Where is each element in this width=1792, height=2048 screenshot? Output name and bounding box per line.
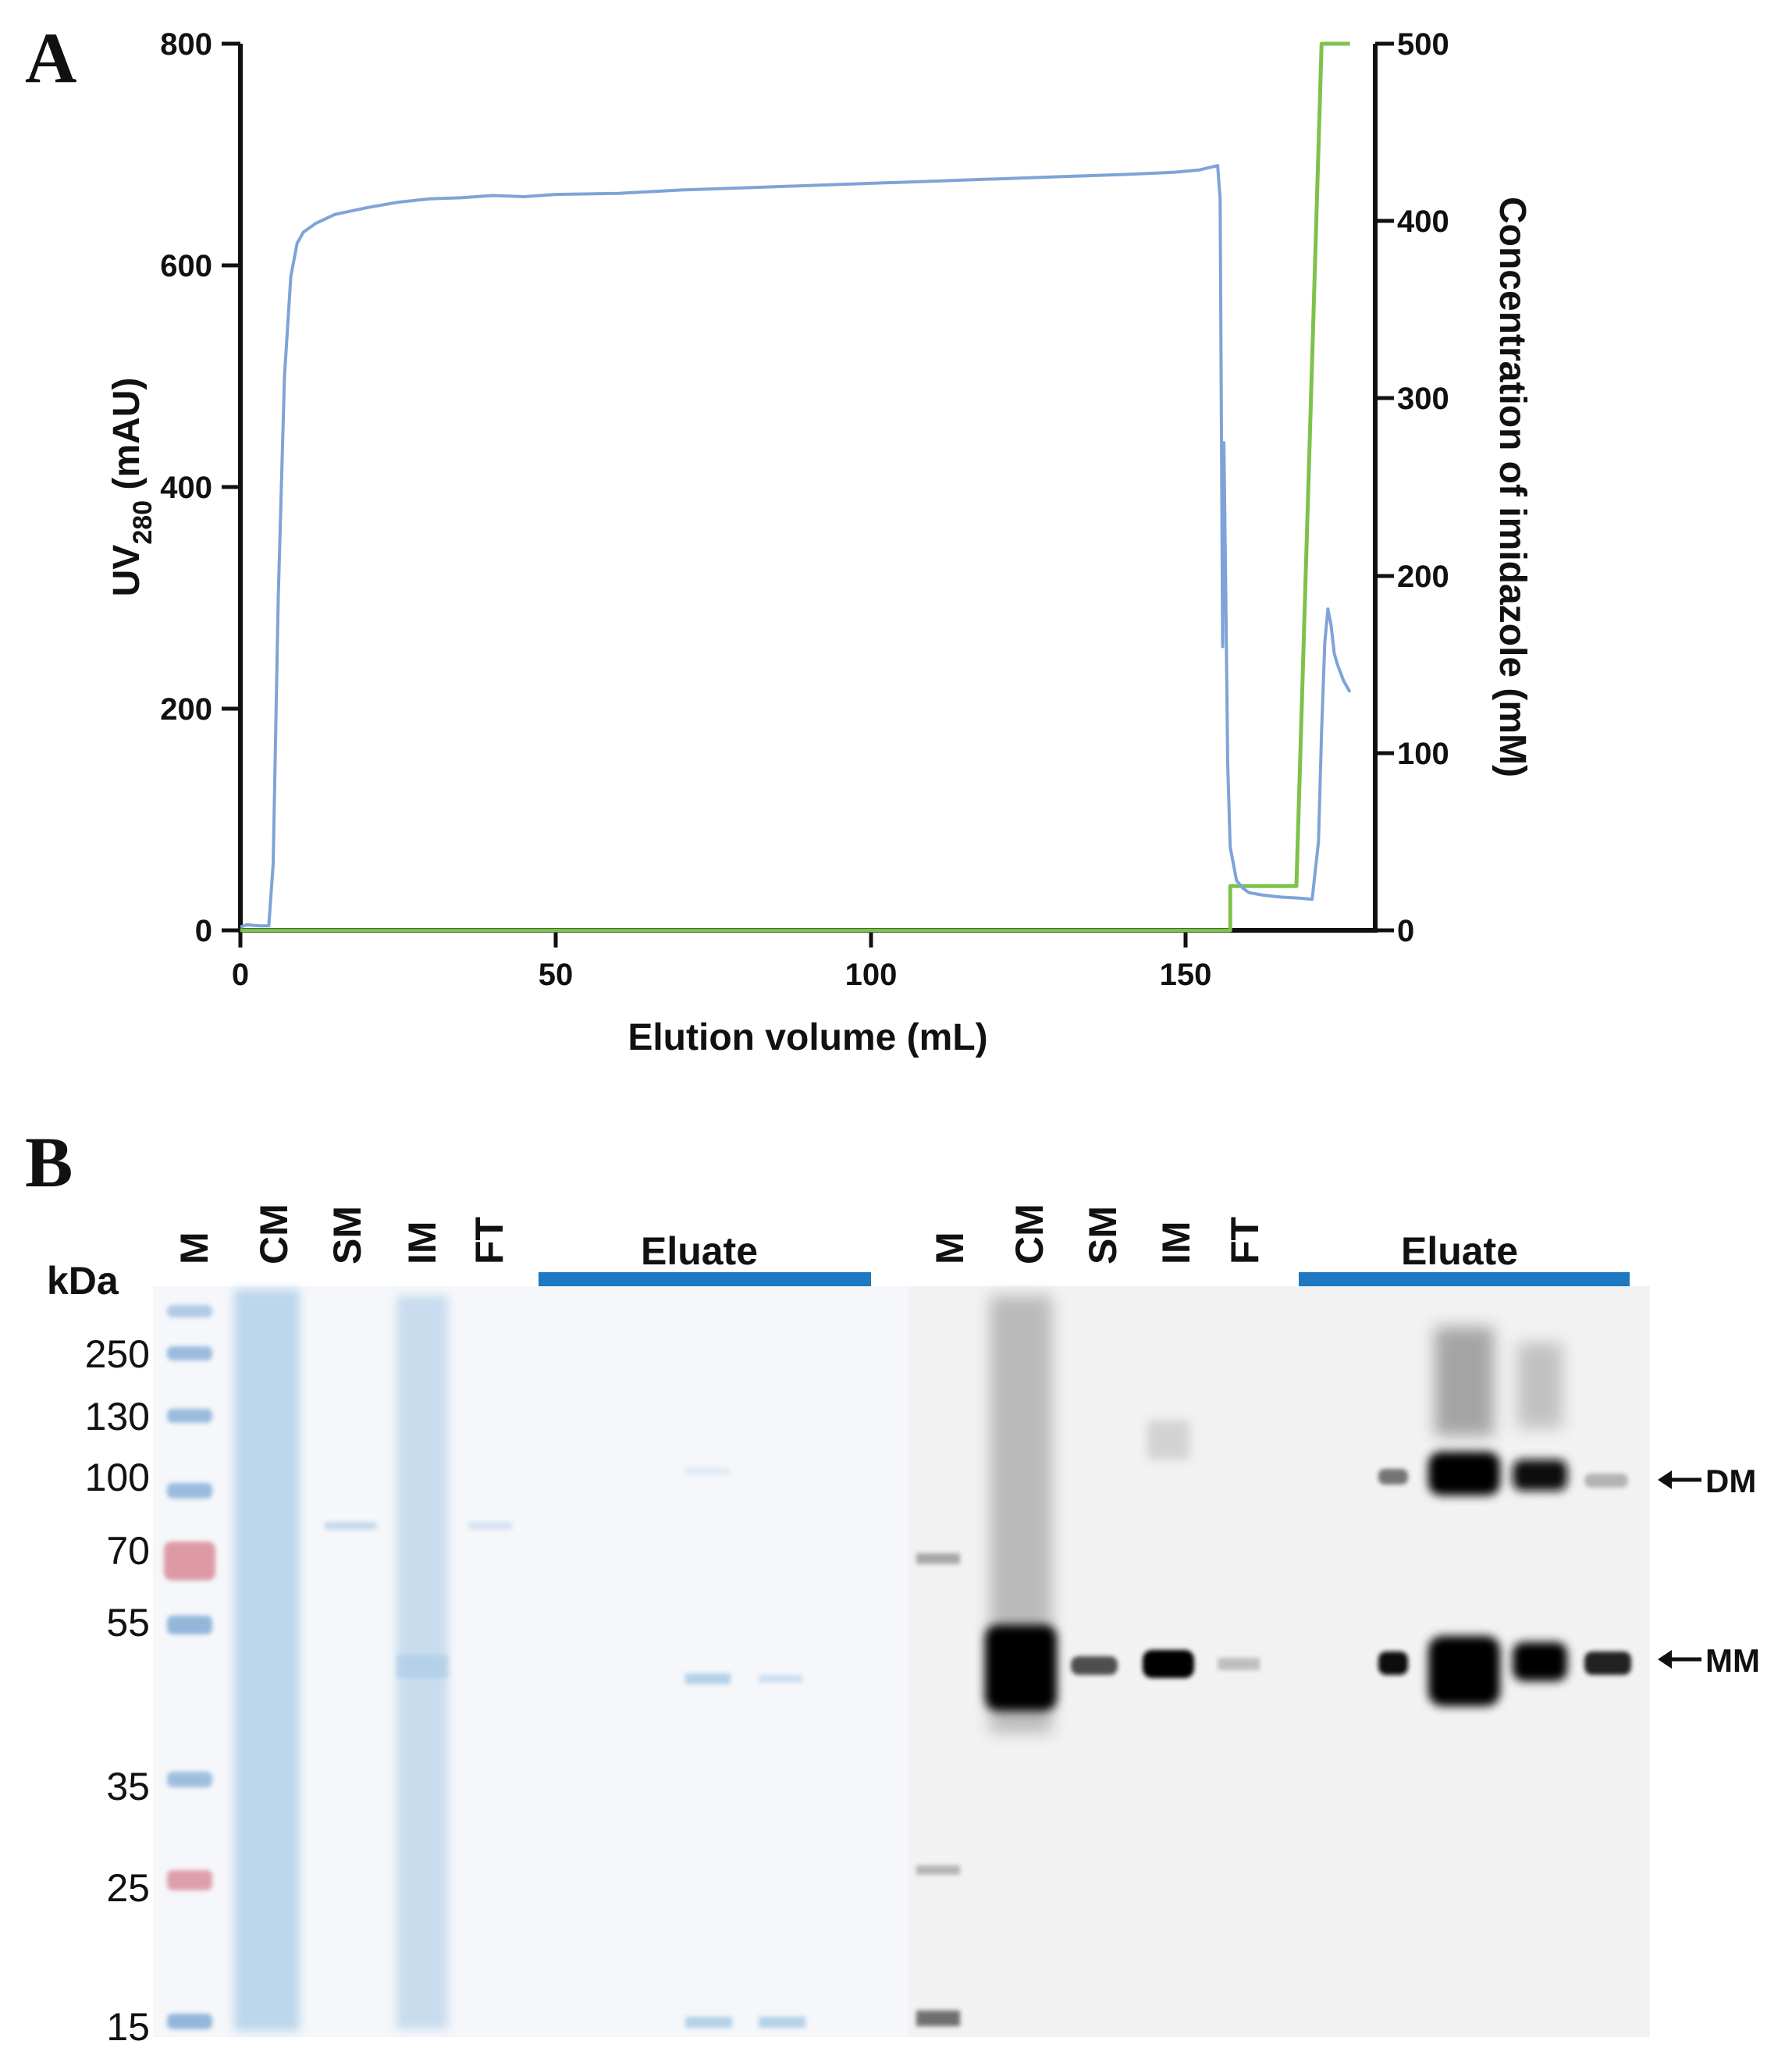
- y-left-tick-label: 600: [160, 249, 212, 283]
- y-left-axis-title-main: UV: [106, 545, 148, 597]
- y-left-tick-label: 800: [160, 27, 212, 62]
- eluate-dm-band: [1428, 1452, 1500, 1495]
- eluate-dm-band: [1513, 1460, 1567, 1491]
- lane-label: CM: [252, 1204, 296, 1264]
- panel-a: A 800 600 400 200 0: [25, 18, 1533, 1058]
- eluate-band: [685, 1673, 731, 1684]
- arrow-mm-label: MM: [1705, 1642, 1760, 1679]
- mw-marker: 25: [106, 1866, 150, 1910]
- sm-mm-band: [1071, 1656, 1118, 1675]
- x-tick-label: 100: [845, 958, 898, 992]
- arrow-mm: MM: [1658, 1642, 1760, 1679]
- eluate-band: [685, 2017, 732, 2028]
- lane-label: IM: [400, 1221, 444, 1264]
- blot-ladder-band: [916, 2011, 960, 2026]
- blot-ladder-band: [916, 1553, 960, 1564]
- lane-labels-gel2: M CM SM IM FT Eluate: [928, 1204, 1630, 1286]
- x-tick-label: 50: [539, 958, 574, 992]
- x-ticks: 0 50 100 150: [232, 930, 1212, 992]
- cm-lane-smear: [234, 1289, 300, 2031]
- eluate-bar: [539, 1272, 871, 1286]
- kda-label: kDa: [47, 1259, 119, 1303]
- y-left-tick-label: 200: [160, 692, 212, 727]
- eluate-band: [685, 1467, 729, 1475]
- eluate-label: Eluate: [1401, 1229, 1518, 1273]
- y-right-ticks: 500 400 300 200 100 0: [1375, 27, 1449, 948]
- eluate-label: Eluate: [641, 1229, 758, 1273]
- eluate-bar: [1299, 1272, 1630, 1286]
- x-tick-label: 150: [1160, 958, 1212, 992]
- mw-marker: 100: [85, 1456, 150, 1499]
- y-left-axis-title-unit: (mAU): [106, 378, 148, 500]
- arrow-dm: DM: [1658, 1463, 1756, 1499]
- imidazole-series-line: [240, 41, 1350, 933]
- lane-labels-gel1: M CM SM IM FT Eluate: [172, 1204, 871, 1286]
- lane-label: SM: [325, 1206, 369, 1264]
- mw-marker: 15: [106, 2005, 150, 2048]
- eluate-band: [759, 2017, 805, 2028]
- uv280-series-line: [240, 164, 1352, 929]
- eluate-smear: [1517, 1342, 1563, 1428]
- im-faint-smear: [1147, 1420, 1189, 1460]
- y-left-tick-label: 0: [195, 914, 212, 948]
- arrow-dm-label: DM: [1705, 1463, 1756, 1499]
- lane-label: CM: [1008, 1204, 1051, 1264]
- ladder-lane: [164, 1305, 215, 2029]
- mw-marker: 250: [85, 1332, 150, 1376]
- cm-mm-band: [985, 1625, 1057, 1711]
- y-left-ticks: 800 600 400 200 0: [160, 27, 240, 948]
- y-right-tick-label: 100: [1397, 737, 1449, 771]
- eluate-mm-band: [1513, 1642, 1567, 1681]
- y-left-axis-title-sub: 280: [128, 500, 158, 545]
- eluate-dm-band: [1378, 1469, 1408, 1484]
- im-band: [396, 1655, 448, 1678]
- mw-marker: 35: [106, 1765, 150, 1808]
- lane-label: M: [928, 1232, 972, 1264]
- mw-marker: 130: [85, 1395, 150, 1438]
- lane-label: M: [172, 1232, 216, 1264]
- panel-a-letter: A: [25, 18, 76, 98]
- eluate-dm-band: [1584, 1474, 1628, 1488]
- eluate-mm-band: [1428, 1636, 1500, 1706]
- lane-label: FT: [468, 1217, 511, 1264]
- y-right-tick-label: 300: [1397, 382, 1449, 416]
- x-axis-title: Elution volume (mL): [628, 1017, 987, 1058]
- y-left-axis-title: UV280 (mAU): [106, 378, 158, 597]
- mw-markers: 250 130 100 70 55 35 25 15: [85, 1332, 150, 2048]
- x-tick-label: 0: [232, 958, 249, 992]
- y-left-tick-label: 400: [160, 471, 212, 505]
- lane-label: SM: [1081, 1206, 1125, 1264]
- y-right-tick-label: 500: [1397, 27, 1449, 62]
- eluate-mm-band: [1584, 1652, 1631, 1675]
- panel-b: B: [25, 1122, 1760, 2048]
- panel-b-letter: B: [25, 1122, 73, 1202]
- series-layer: [240, 41, 1352, 933]
- y-right-tick-label: 200: [1397, 560, 1449, 594]
- eluate-mm-band: [1378, 1652, 1408, 1675]
- gel-coomassie: [153, 1286, 908, 2037]
- lane-label: IM: [1154, 1221, 1198, 1264]
- lane-label: FT: [1223, 1217, 1267, 1264]
- eluate-smear: [1435, 1327, 1494, 1436]
- ft-band: [1218, 1658, 1260, 1670]
- mw-marker: 70: [106, 1529, 150, 1573]
- y-right-axis-title: Concentration of imidazole (mM): [1492, 197, 1533, 777]
- gel-western: DM MM: [908, 1286, 1760, 2037]
- y-right-tick-label: 0: [1397, 914, 1414, 948]
- eluate-band: [759, 1675, 802, 1683]
- mw-marker: 55: [106, 1601, 150, 1644]
- y-right-tick-label: 400: [1397, 204, 1449, 239]
- chart-a: 800 600 400 200 0 500 400 300 200 100 0: [106, 27, 1533, 1058]
- ft-band: [468, 1522, 512, 1530]
- sm-band: [325, 1522, 376, 1530]
- blot-ladder-band: [916, 1865, 960, 1875]
- im-mm-band: [1143, 1650, 1194, 1678]
